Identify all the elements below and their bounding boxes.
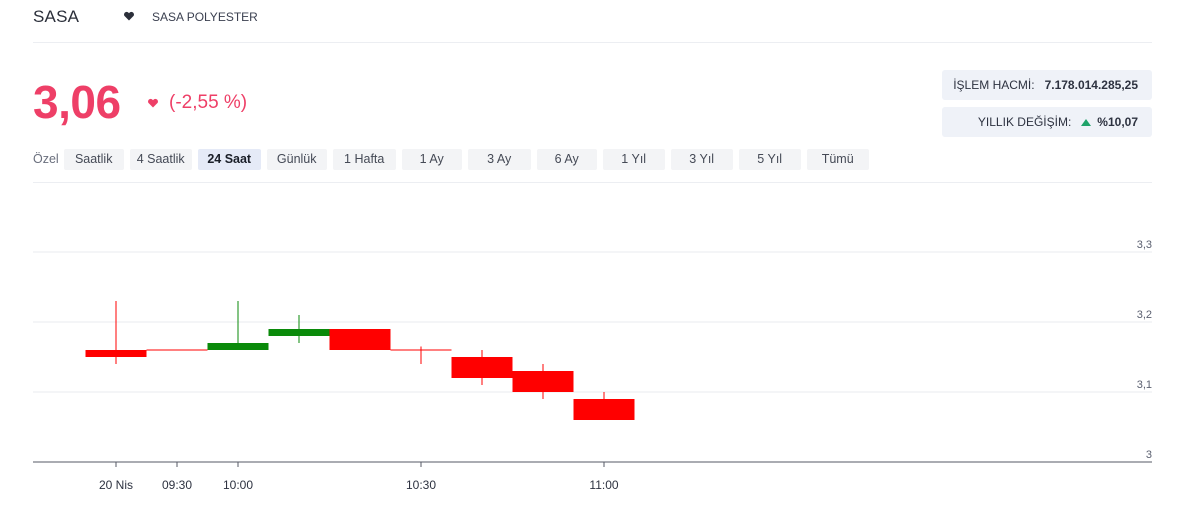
range-button-3-ay[interactable]: 3 Ay [467, 148, 531, 170]
candle-body [512, 371, 574, 392]
y-tick-label: 3,3 [1137, 239, 1152, 251]
candle[interactable] [512, 364, 574, 399]
triangle-up-icon [1081, 118, 1092, 126]
range-button-tumu[interactable]: Tümü [806, 148, 869, 170]
range-button-3-yil[interactable]: 3 Yıl [670, 148, 733, 170]
time-range-selector: Özel Saatlik 4 Saatlik 24 Saat Günlük 1 … [33, 148, 875, 170]
heart-down-icon [148, 98, 158, 108]
range-button-gunluk[interactable]: Günlük [266, 148, 327, 170]
candlestick-chart[interactable]: 3,3 3,2 3,1 3 20 Nis 09:30 10:00 10:30 11:00 [0, 183, 1200, 521]
yearly-change-stat: YILLIK DEĞİŞİM: %10,07 [942, 107, 1152, 137]
x-tick-label: 11:00 [589, 478, 618, 492]
range-button-saatlik[interactable]: Saatlik [63, 148, 124, 170]
y-tick-label: 3,2 [1137, 309, 1152, 321]
price-change: (-2,55 %) [169, 92, 248, 113]
volume-label: İŞLEM HACMİ: [953, 78, 1035, 92]
candle-body [268, 329, 330, 336]
x-tick-label: 09:30 [162, 478, 192, 492]
candle[interactable] [451, 350, 513, 385]
yearly-change-value: %10,07 [1097, 115, 1138, 129]
range-button-1-ay[interactable]: 1 Ay [401, 148, 462, 170]
x-tick-label: 10:00 [223, 478, 253, 492]
range-button-5-yil[interactable]: 5 Yıl [738, 148, 801, 170]
heart-icon[interactable] [123, 10, 135, 22]
candle[interactable] [207, 301, 269, 350]
y-tick-label: 3,1 [1137, 379, 1152, 391]
candle[interactable] [329, 329, 391, 350]
range-custom-label[interactable]: Özel [33, 152, 59, 166]
volume-stat: İŞLEM HACMİ: 7.178.014.285,25 [942, 70, 1152, 100]
candle-body [207, 343, 269, 350]
company-name: SASA POLYESTER [152, 10, 258, 24]
candle[interactable] [573, 392, 635, 420]
header: SASA SASA POLYESTER [33, 0, 1152, 43]
section-divider [33, 182, 1152, 183]
candle[interactable] [390, 346, 452, 365]
range-button-1-hafta[interactable]: 1 Hafta [332, 148, 396, 170]
candle[interactable] [85, 301, 147, 364]
x-tick-label: 10:30 [406, 478, 436, 492]
range-button-24-saat[interactable]: 24 Saat [197, 148, 261, 170]
x-tick-label: 20 Nis [99, 478, 133, 492]
candle-body [451, 357, 513, 378]
candle-body [329, 329, 391, 350]
range-button-4-saatlik[interactable]: 4 Saatlik [129, 148, 192, 170]
volume-value: 7.178.014.285,25 [1044, 78, 1138, 92]
candle-body [573, 399, 635, 420]
ticker-symbol: SASA [33, 7, 80, 26]
range-button-6-ay[interactable]: 6 Ay [536, 148, 597, 170]
candle-body [85, 350, 147, 357]
current-price: 3,06 [33, 76, 121, 128]
y-tick-label: 3 [1146, 449, 1152, 461]
yearly-change-label: YILLIK DEĞİŞİM: [977, 115, 1072, 129]
range-button-1-yil[interactable]: 1 Yıl [602, 148, 665, 170]
candle[interactable] [268, 315, 330, 343]
